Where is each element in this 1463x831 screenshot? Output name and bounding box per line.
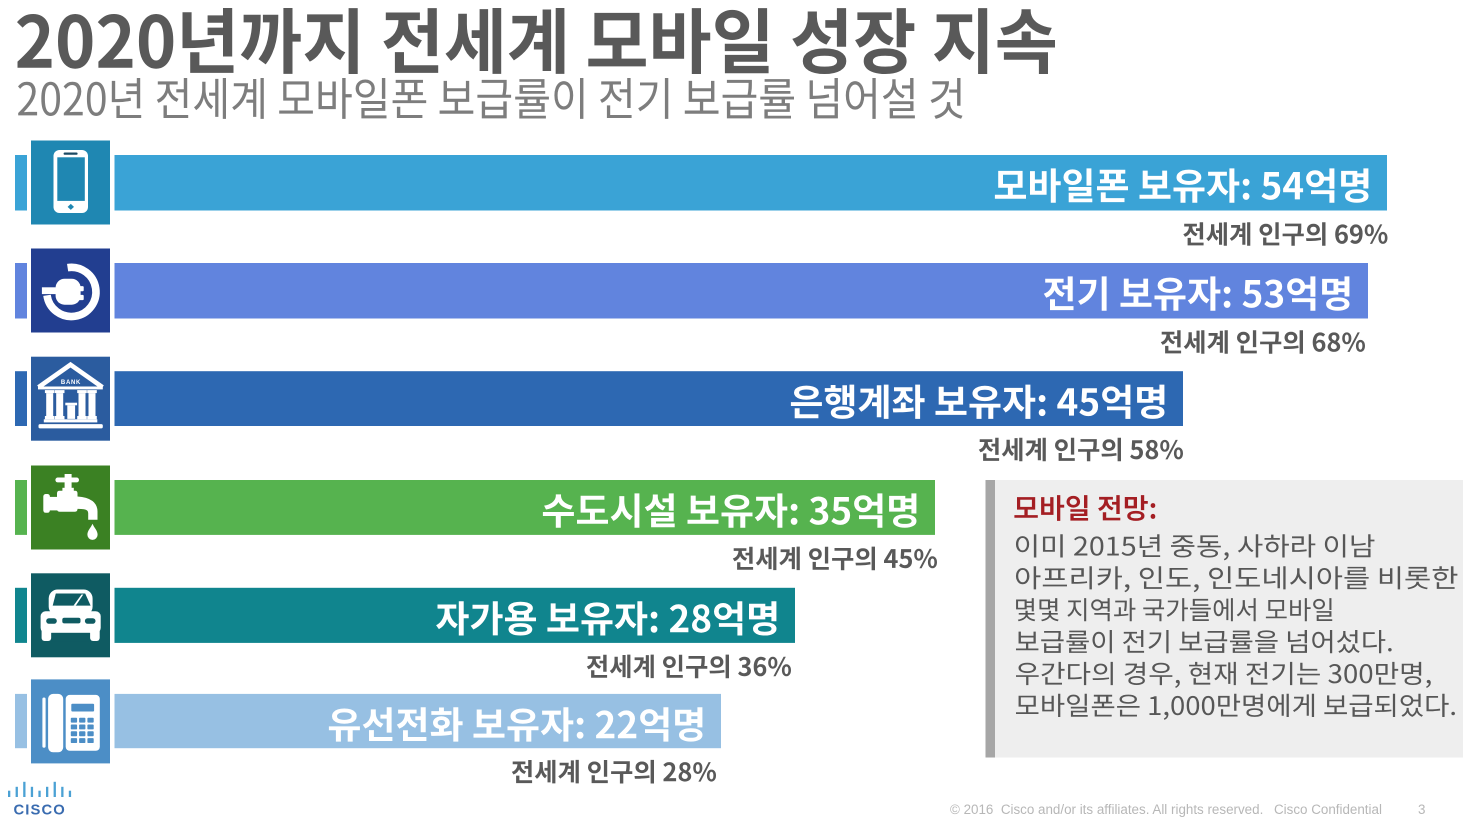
svg-text:Cisco Confidential: Cisco Confidential [1274,802,1382,817]
svg-text:CISCO: CISCO [14,803,66,819]
svg-text:3: 3 [1418,802,1425,817]
svg-text:© 2016 Cisco and/or its affil: © 2016 Cisco and/or its affiliates. All … [950,802,1263,817]
svg-text:BANK: BANK [61,380,81,386]
